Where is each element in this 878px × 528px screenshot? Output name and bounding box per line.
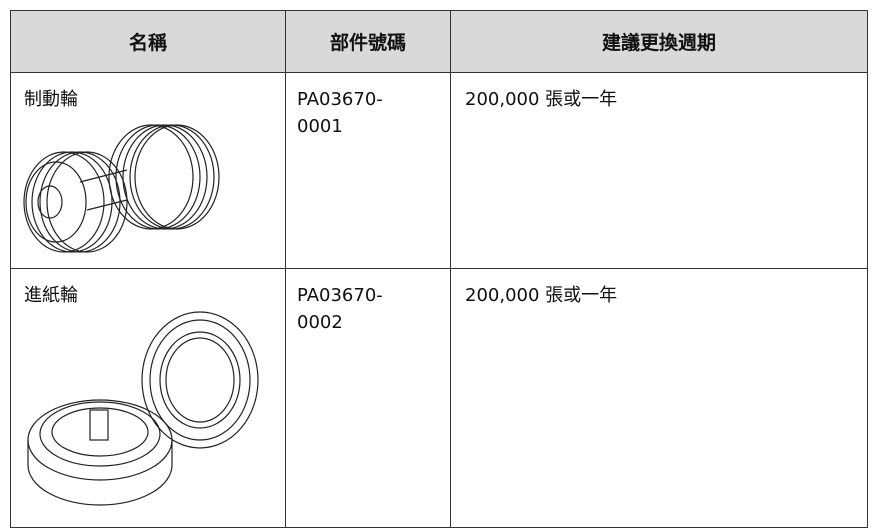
- page: 名稱 部件號碼 建議更換週期 制動輪 PA03670-0001 200,000 …: [10, 10, 868, 528]
- feed-roller-image: [27, 311, 259, 506]
- part-name: 制動輪: [24, 89, 78, 110]
- header-cell: 部件號碼: [285, 10, 451, 73]
- part-name: 進紙輪: [24, 285, 78, 306]
- header-cell: 名稱: [10, 10, 286, 73]
- header-cell: 建議更換週期: [450, 10, 868, 73]
- part-number: PA03670-0001: [297, 89, 383, 137]
- header-text: 建議更換週期: [601, 32, 716, 54]
- header-text: 部件號碼: [329, 32, 406, 54]
- header-text: 名稱: [128, 32, 167, 54]
- part-number: PA03670-0002: [297, 285, 383, 333]
- replacement-cycle: 200,000 張或一年: [465, 89, 618, 110]
- replacement-cycle: 200,000 張或一年: [465, 285, 618, 306]
- brake-roller-image: [23, 124, 220, 253]
